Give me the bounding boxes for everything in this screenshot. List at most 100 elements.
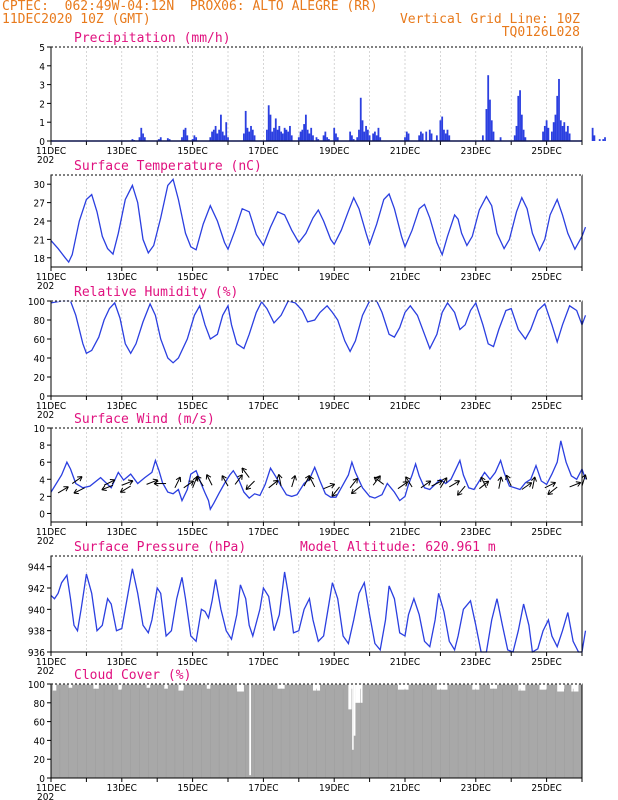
wind-vector-shaft <box>420 480 432 489</box>
y-tick-label-temp: 24 <box>34 217 46 228</box>
precip-bar <box>542 131 544 141</box>
wind-vector-arrow <box>505 474 512 487</box>
precip-bar <box>317 139 320 141</box>
wind-vector-head <box>483 480 490 487</box>
precip-bar <box>359 97 362 141</box>
cloud-cover-gap <box>351 683 354 750</box>
cloud-cover-gap <box>312 683 321 691</box>
wind-vector-head <box>405 476 411 482</box>
precip-bar <box>365 125 367 141</box>
precip-bar <box>405 131 408 141</box>
wind-vector-arrow <box>521 482 533 490</box>
precip-bar <box>352 139 355 141</box>
precip-bar <box>246 127 249 141</box>
precip-bar <box>280 131 282 141</box>
y-tick-label-precip: 3 <box>39 81 45 92</box>
precip-bar <box>559 120 562 141</box>
precip-bar <box>326 137 329 141</box>
cloud-cover-gap <box>539 683 547 690</box>
precip-bar <box>306 129 309 141</box>
precip-bar <box>444 133 447 141</box>
wind-vector-arrow <box>234 474 243 485</box>
precip-bar <box>303 124 306 141</box>
wind-vector-arrow <box>245 480 255 490</box>
x-tick-label: 23DEC <box>461 272 491 283</box>
wind-vector-shaft <box>581 474 586 487</box>
wind-vector-arrow <box>221 475 229 487</box>
precip-bar <box>140 127 143 141</box>
x-tick-year-cutoff: 202 <box>37 536 54 547</box>
y-tick-label-pres: 938 <box>28 627 45 638</box>
wind-vector-arrow <box>350 485 362 495</box>
precip-bar <box>322 135 325 141</box>
precip-bar <box>131 139 134 141</box>
precip-bar <box>420 131 422 141</box>
x-tick-label: 13DEC <box>107 783 137 794</box>
precip-bar <box>448 135 451 141</box>
precip-bar <box>593 135 596 141</box>
x-tick-label: 17DEC <box>248 272 278 283</box>
y-tick-label-cloud: 80 <box>34 699 46 710</box>
panel-title-temp: Surface Temperature (nC) <box>74 159 262 174</box>
wind-vector-shaft <box>278 474 282 487</box>
y-tick-label-cloud: 20 <box>34 755 46 766</box>
wind-vector-head <box>442 477 448 483</box>
precip-bar <box>435 135 438 141</box>
wind-vector-arrow <box>431 479 443 487</box>
x-tick-label: 25DEC <box>531 272 561 283</box>
precip-bar <box>374 131 376 141</box>
wind-vector-head <box>457 490 463 496</box>
precip-bar <box>598 139 601 141</box>
wind-vector-shaft <box>505 474 512 487</box>
precip-bar <box>324 131 327 141</box>
wind-vector-arrow <box>183 480 195 489</box>
precip-bar <box>520 114 523 141</box>
precip-bar <box>568 133 571 141</box>
precip-bar <box>244 110 247 141</box>
y-tick-label-cloud: 0 <box>39 774 45 785</box>
wind-vector-arrow <box>121 479 134 486</box>
wind-vector-shaft <box>479 480 490 490</box>
precip-bar <box>566 125 569 141</box>
wind-speed-line <box>50 440 587 511</box>
x-tick-label: 11DEC <box>36 657 66 668</box>
precip-bar <box>301 129 304 141</box>
wind-vector-shaft <box>405 476 413 488</box>
wind-vector-shaft <box>103 479 116 486</box>
x-tick-label: 19DEC <box>319 527 349 538</box>
wind-vector-shaft <box>521 482 532 490</box>
precip-bar <box>490 120 493 141</box>
cloud-cover-gap <box>206 683 211 689</box>
wind-vector-arrow <box>531 476 537 489</box>
wind-vector-head <box>480 476 486 483</box>
wind-vector-head <box>237 474 243 480</box>
x-tick-label: 19DEC <box>319 146 349 157</box>
precip-bar <box>211 131 213 141</box>
y-tick-label-rh: 0 <box>39 392 45 403</box>
cloud-cover-gap <box>164 683 168 689</box>
y-tick-label-pres: 940 <box>28 605 45 616</box>
precip-bar <box>425 131 428 141</box>
precip-bar <box>492 131 495 141</box>
wind-vector-arrow <box>308 475 316 488</box>
wind-vector-arrow <box>448 480 460 488</box>
precip-bar <box>304 114 307 141</box>
panel-frame <box>50 300 583 397</box>
cloud-cover-gap <box>93 683 99 689</box>
wind-vector-arrow <box>205 474 213 486</box>
wind-vector-head <box>188 480 195 486</box>
x-tick-label: 17DEC <box>248 146 278 157</box>
precip-bar <box>193 135 196 141</box>
wind-vector-arrow <box>174 476 182 489</box>
cloud-cover-gap <box>355 683 363 703</box>
precip-bar <box>216 133 219 141</box>
y-tick-label-wind: 4 <box>39 475 45 486</box>
precip-bar <box>225 122 228 141</box>
y-tick-label-rh: 20 <box>34 373 46 384</box>
wind-vector-head <box>127 479 134 486</box>
y-tick-label-wind: 6 <box>39 458 45 469</box>
x-tick-year-cutoff: 202 <box>37 666 54 677</box>
wind-vector-arrow <box>480 476 487 489</box>
wind-vector-arrow <box>457 485 466 496</box>
cloud-cover-gap <box>353 683 356 736</box>
